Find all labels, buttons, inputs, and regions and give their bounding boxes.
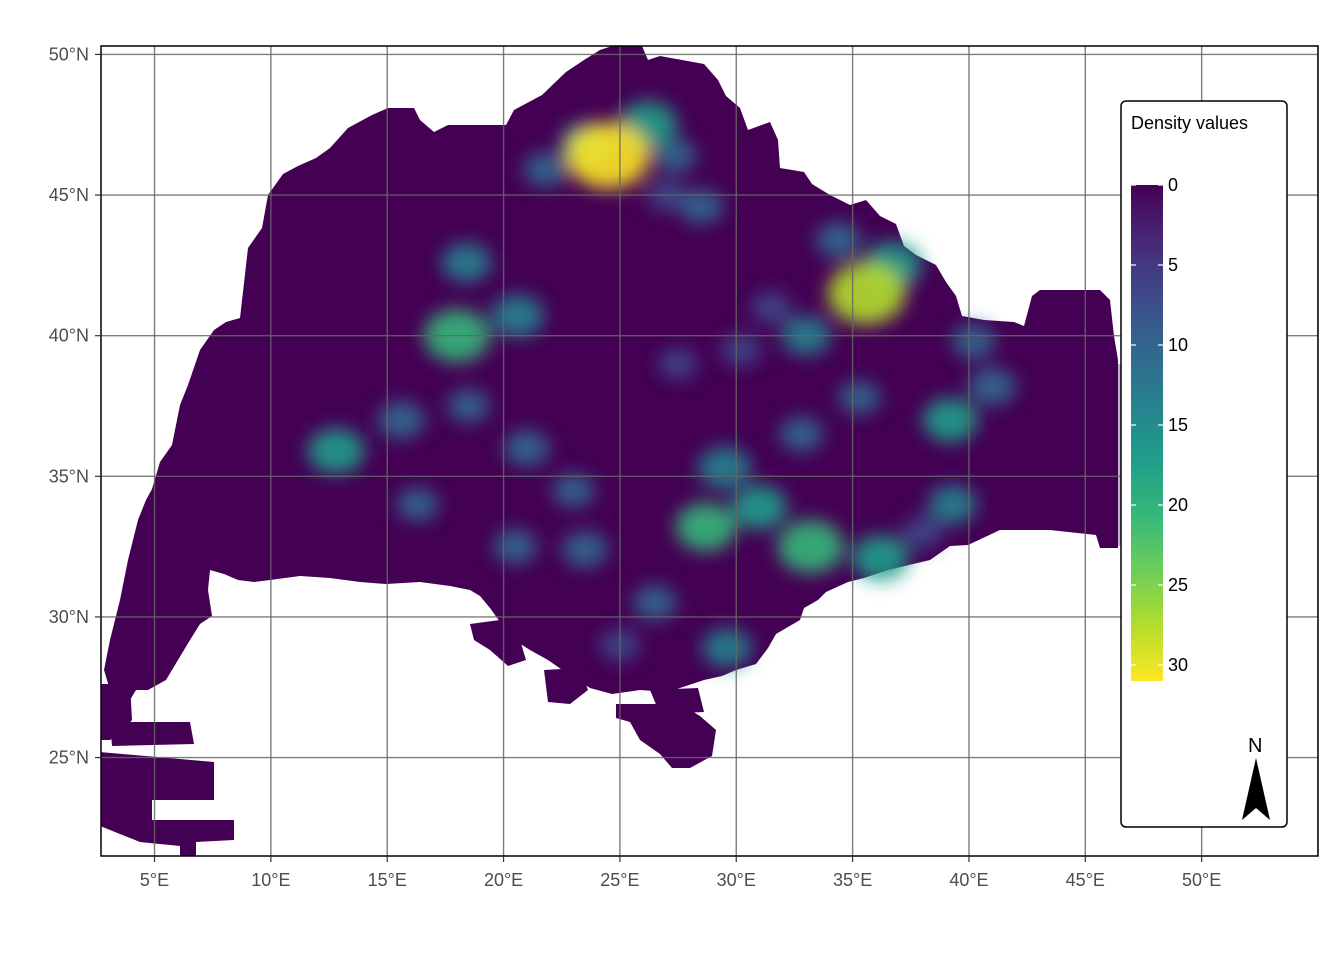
density-hotspot <box>732 485 788 530</box>
density-hotspot <box>779 416 824 452</box>
y-tick-label: 30°N <box>49 607 89 627</box>
density-land-polygon <box>616 704 716 768</box>
density-hotspot <box>396 487 439 522</box>
y-tick-label: 35°N <box>49 466 89 486</box>
x-tick-label: 15°E <box>368 870 407 890</box>
north-arrow-icon <box>1242 758 1270 820</box>
graticule <box>101 46 1318 856</box>
legend-ticks: 0 5 10 15 20 25 30 <box>1131 175 1188 675</box>
density-hotspot <box>927 484 978 525</box>
density-hotspot <box>679 188 724 224</box>
x-tick-label: 30°E <box>717 870 756 890</box>
density-hotspot <box>902 516 943 549</box>
density-land-polygon <box>650 688 704 714</box>
legend-tick-label: 20 <box>1168 495 1188 515</box>
density-hotspot <box>698 446 752 490</box>
density-land-polygon <box>544 668 588 704</box>
density-hotspot <box>523 152 568 188</box>
density-hotspot <box>838 380 881 415</box>
legend-tick-label: 0 <box>1168 175 1178 195</box>
x-tick-label: 40°E <box>949 870 988 890</box>
density-hotspot <box>702 628 752 668</box>
legend-colorbar <box>1131 185 1163 681</box>
legend-tick-label: 30 <box>1168 655 1188 675</box>
legend-tick-label: 15 <box>1168 415 1188 435</box>
density-hotspot <box>447 389 490 423</box>
density-hotspot <box>566 122 650 189</box>
density-hotspot <box>777 520 844 574</box>
density-land-area <box>101 46 1118 856</box>
density-land-polygon <box>470 620 526 666</box>
y-tick-label: 40°N <box>49 326 89 346</box>
density-land-polygon <box>110 722 194 746</box>
density-hotspot <box>827 262 906 325</box>
legend: Density values 0 5 10 15 20 25 30 N <box>1120 100 1288 828</box>
density-hotspot <box>659 348 698 380</box>
density-hotspot <box>815 221 862 259</box>
x-tick-label: 25°E <box>600 870 639 890</box>
density-hotspot <box>968 367 1016 406</box>
density-hotspot <box>504 429 550 467</box>
density-hotspot <box>852 535 909 581</box>
density-hotspot <box>751 291 792 324</box>
y-tick-label: 45°N <box>49 185 89 205</box>
density-land-polygon <box>104 46 1118 700</box>
density-hotspot <box>490 294 545 338</box>
legend-title: Density values <box>1131 113 1248 133</box>
density-hotspot <box>307 428 365 474</box>
density-hotspot <box>654 138 697 173</box>
y-tick-label: 50°N <box>49 44 89 64</box>
y-axis: 50°N 45°N 40°N 35°N 30°N 25°N <box>49 44 101 768</box>
x-axis: 5°E 10°E 15°E 20°E 25°E 30°E 35°E 40°E 45°E 50°E <box>140 856 1221 890</box>
density-hotspot <box>922 398 978 443</box>
y-tick-label: 25°N <box>49 748 89 768</box>
density-hotspot <box>377 401 425 440</box>
x-tick-label: 45°E <box>1066 870 1105 890</box>
x-tick-label: 5°E <box>140 870 169 890</box>
north-arrow: N <box>1242 735 1270 820</box>
density-hotspot <box>562 531 608 568</box>
density-hotspot <box>951 323 996 359</box>
plot-border <box>100 45 1319 857</box>
density-hotspot <box>552 473 595 508</box>
density-hotspot <box>675 502 737 552</box>
density-hotspot <box>632 585 677 621</box>
x-tick-label: 50°E <box>1182 870 1221 890</box>
north-arrow-label: N <box>1248 735 1262 757</box>
legend-tick-label: 5 <box>1168 255 1178 275</box>
density-hotspot <box>720 333 761 366</box>
x-tick-label: 20°E <box>484 870 523 890</box>
density-hotspot <box>441 242 492 283</box>
density-land-polygon <box>101 752 234 856</box>
density-hotspot <box>493 529 538 565</box>
x-tick-label: 10°E <box>251 870 290 890</box>
legend-tick-label: 25 <box>1168 575 1188 595</box>
legend-tick-label: 10 <box>1168 335 1188 355</box>
x-tick-label: 35°E <box>833 870 872 890</box>
